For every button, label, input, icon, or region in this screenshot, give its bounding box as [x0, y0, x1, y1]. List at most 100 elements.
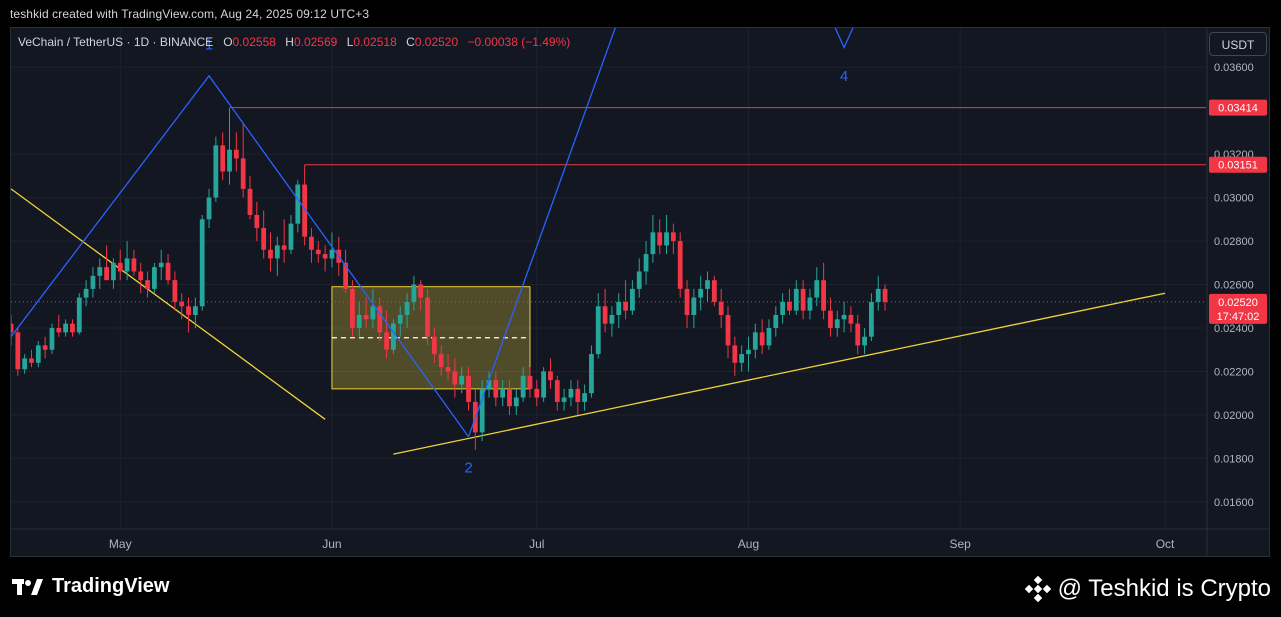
candle-body	[397, 314, 403, 324]
trend-line	[11, 188, 326, 420]
x-tick-label: Aug	[738, 537, 759, 551]
candle-body	[418, 284, 424, 298]
x-tick-label: Sep	[949, 537, 971, 551]
candle-body	[63, 323, 69, 333]
wave-line	[467, 28, 616, 437]
candle-body	[718, 301, 724, 315]
candle-body	[493, 380, 499, 398]
trend-line	[393, 292, 1166, 455]
candle-body	[213, 145, 219, 198]
candle-body	[56, 328, 62, 333]
candle-body	[793, 288, 799, 311]
candle-body	[247, 188, 253, 215]
candle-body	[459, 375, 465, 385]
candle-body	[513, 397, 519, 407]
candle-body	[821, 280, 826, 311]
change-value: −0.00038 (−1.49%)	[467, 35, 571, 49]
candle-body	[343, 262, 348, 289]
tradingview-icon	[12, 578, 43, 595]
candle-body	[42, 345, 48, 350]
candle-body	[186, 306, 191, 315]
candle-body	[650, 232, 656, 255]
candle-body	[425, 297, 430, 337]
y-tick-label: 0.02400	[1214, 323, 1254, 335]
candle-body	[602, 306, 608, 324]
candle-body	[677, 241, 683, 289]
candle-body	[233, 149, 239, 159]
candle-body	[268, 249, 273, 259]
resistance-price-tag: 0.03151	[1218, 160, 1258, 172]
y-tick-label: 0.01600	[1214, 497, 1254, 509]
symbol-name: VeChain / TetherUS · 1D · BINANCE	[18, 35, 214, 49]
candle-body	[691, 297, 697, 315]
candle-body	[15, 332, 21, 370]
candle-body	[766, 328, 772, 346]
brand-name: TradingView	[52, 575, 170, 597]
candle-body	[370, 306, 376, 320]
candle-body	[807, 297, 813, 311]
candle-countdown: 17:47:02	[1217, 311, 1260, 323]
candle-body	[172, 280, 178, 302]
candle-body	[500, 388, 506, 398]
y-tick-label: 0.01800	[1214, 453, 1254, 465]
candle-body	[90, 275, 96, 289]
open-label: O	[223, 35, 233, 49]
candle-body	[350, 288, 355, 328]
currency-button[interactable]: USDT	[1209, 32, 1267, 56]
chart-panel[interactable]	[10, 27, 1270, 557]
candle-body	[377, 306, 383, 333]
candle-body	[35, 345, 41, 363]
candle-body	[520, 375, 526, 398]
low-label: L	[346, 35, 354, 49]
candle-body	[274, 245, 280, 259]
wave-line	[834, 28, 854, 50]
chart-credit: teshkid created with TradingView.com, Au…	[10, 7, 370, 21]
tradingview-logo[interactable]: TradingView	[12, 575, 169, 598]
candle-body	[752, 332, 758, 350]
watermark-text: @ Teshkid is Crypto	[1057, 575, 1271, 602]
candle-body	[705, 280, 710, 289]
resistance-price-tag: 0.03414	[1218, 103, 1258, 115]
candle-body	[384, 332, 389, 350]
candle-body	[623, 301, 628, 311]
wave-line	[11, 74, 470, 438]
candle-body	[657, 232, 663, 246]
candle-body	[561, 397, 567, 402]
candle-body	[145, 280, 150, 289]
candle-body	[862, 336, 867, 346]
candle-body	[302, 184, 308, 237]
candle-body	[780, 301, 786, 315]
candle-body	[329, 249, 335, 259]
wave-label: 2	[464, 459, 472, 476]
candle-body	[192, 306, 198, 315]
candle-body	[111, 262, 116, 281]
candle-body	[670, 232, 676, 242]
y-tick-label: 0.02600	[1214, 280, 1254, 292]
candle-body	[49, 328, 55, 350]
candle-body	[97, 267, 103, 276]
y-tick-label: 0.02200	[1214, 366, 1254, 378]
candle-body	[83, 288, 89, 298]
candle-body	[800, 288, 806, 311]
candle-body	[452, 371, 458, 385]
candle-body	[158, 262, 164, 268]
close-value: 0.02520	[414, 35, 459, 49]
candle-body	[828, 310, 833, 328]
candle-body	[486, 380, 492, 389]
candle-body	[315, 249, 321, 255]
candle-body	[698, 288, 704, 298]
candle-body	[104, 267, 109, 281]
candle-body	[814, 280, 820, 298]
candle-body	[227, 149, 232, 172]
candle-body	[595, 306, 601, 355]
candle-body	[254, 214, 260, 228]
candle-body	[575, 388, 581, 402]
candle-body	[76, 297, 82, 333]
candle-body	[534, 388, 540, 398]
current-price-tag-bg	[1209, 293, 1267, 324]
candle-body	[22, 358, 28, 370]
candle-body	[261, 228, 267, 250]
resistance-price-tag-bg	[1209, 156, 1267, 173]
open-value: 0.02558	[232, 35, 276, 49]
